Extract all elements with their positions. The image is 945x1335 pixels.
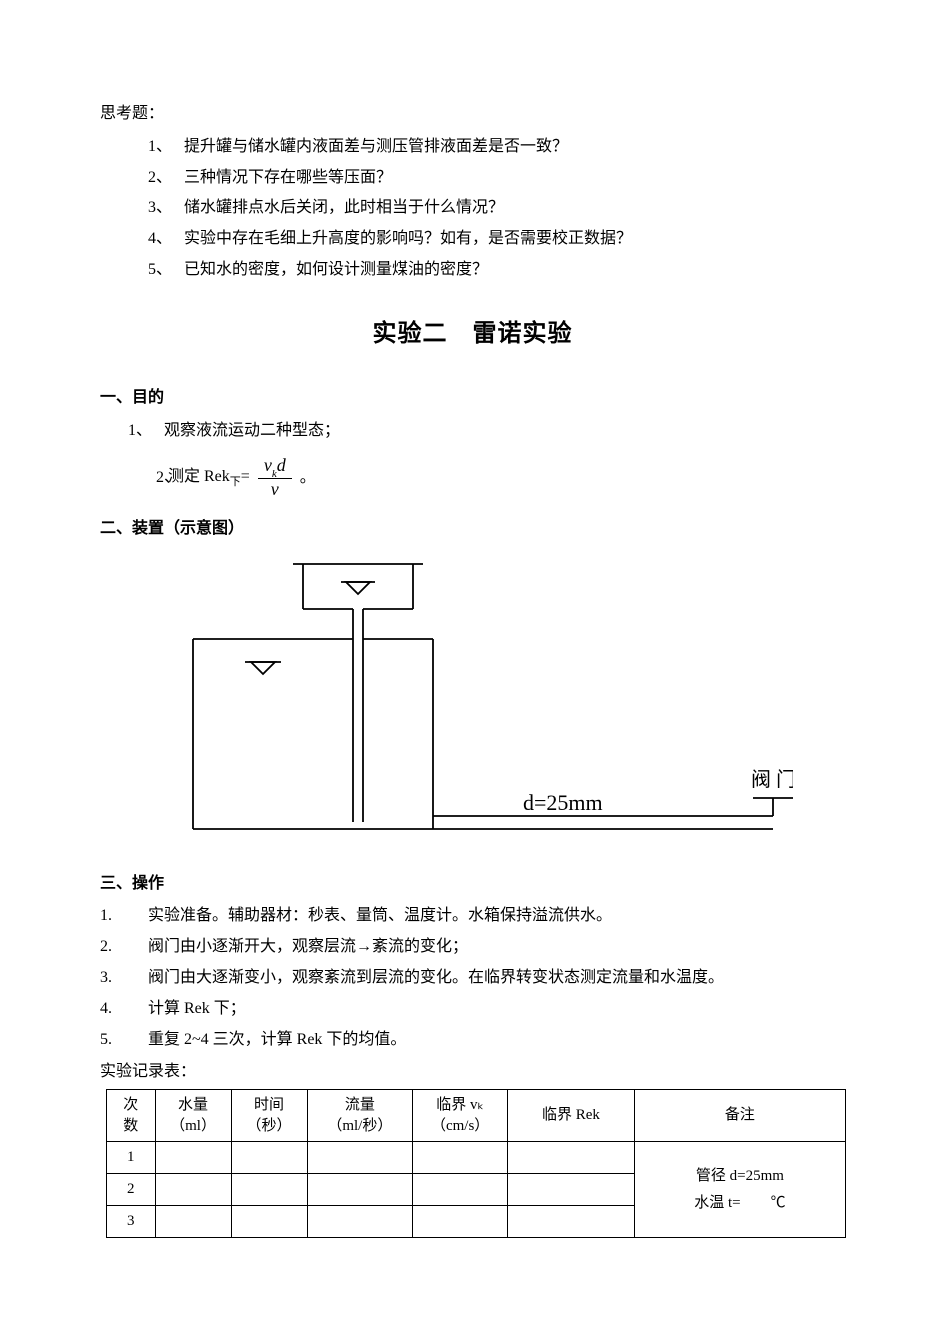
- item-text: 阀门由大逐渐变小，观察紊流到层流的变化。在临界转变状态测定流量和水温度。: [148, 964, 724, 993]
- table-title: 实验记录表：: [100, 1058, 845, 1087]
- cell-notes: 管径 d=25mm 水温 t= ℃: [634, 1142, 845, 1238]
- cell-time: [231, 1206, 307, 1238]
- cell-time: [231, 1174, 307, 1206]
- col-header-n: 次数: [107, 1090, 156, 1142]
- cell-rek: [508, 1174, 635, 1206]
- thinking-item: 4、实验中存在毛细上升高度的影响吗？如有，是否需要校正数据？: [148, 225, 845, 254]
- item-num: 1.: [100, 902, 148, 931]
- col-header-vk: 临界 vₖ（cm/s）: [413, 1090, 508, 1142]
- thinking-item: 5、已知水的密度，如何设计测量煤油的密度？: [148, 256, 845, 285]
- thinking-item: 1、提升罐与储水罐内液面差与测压管排液面差是否一致？: [148, 133, 845, 162]
- thinking-item: 3、储水罐排点水后关闭，此时相当于什么情况？: [148, 194, 845, 223]
- item-num: 4.: [100, 995, 148, 1024]
- ops-item: 3.阀门由大逐渐变小，观察紊流到层流的变化。在临界转变状态测定流量和水温度。: [100, 964, 845, 993]
- fraction-denominator: v: [265, 479, 285, 501]
- ops-list: 1.实验准备。辅助器材：秒表、量筒、温度计。水箱保持溢流供水。 2.阀门由小逐渐…: [100, 902, 845, 1054]
- formula-suffix: 。: [300, 464, 316, 493]
- ops-heading: 三、操作: [100, 870, 845, 899]
- ops-item: 4.计算 Rek 下；: [100, 995, 845, 1024]
- item-text: 三种情况下存在哪些等压面？: [184, 164, 392, 193]
- item-num: 5、: [148, 256, 184, 285]
- diagram-valve-label: 阀 门: [751, 768, 793, 791]
- cell-flow: [307, 1206, 413, 1238]
- thinking-list: 1、提升罐与储水罐内液面差与测压管排液面差是否一致？ 2、三种情况下存在哪些等压…: [100, 133, 845, 285]
- device-diagram: d=25mm 阀 门: [100, 554, 845, 854]
- cell-vol: [155, 1142, 231, 1174]
- item-num: 2、: [128, 464, 164, 493]
- col-header-vol: 水量（ml）: [155, 1090, 231, 1142]
- cell-n: 3: [107, 1206, 156, 1238]
- purpose-item: 1、 观察液流运动二种型态；: [128, 417, 845, 446]
- purpose-list: 1、 观察液流运动二种型态； 2、 测定 Rek下= vkd v 。: [100, 417, 845, 501]
- col-header-flow: 流量（ml/秒）: [307, 1090, 413, 1142]
- formula-prefix: 测定 Rek下=: [168, 463, 250, 493]
- item-text: 实验中存在毛细上升高度的影响吗？如有，是否需要校正数据？: [184, 225, 632, 254]
- item-text: 实验准备。辅助器材：秒表、量筒、温度计。水箱保持溢流供水。: [148, 902, 612, 931]
- item-text: 重复 2~4 三次，计算 Rek 下的均值。: [148, 1026, 406, 1055]
- item-num: 2.: [100, 933, 148, 962]
- cell-rek: [508, 1206, 635, 1238]
- cell-flow: [307, 1142, 413, 1174]
- cell-vk: [413, 1206, 508, 1238]
- ops-item: 2.阀门由小逐渐开大，观察层流→紊流的变化；: [100, 933, 845, 962]
- item-text: 阀门由小逐渐开大，观察层流→紊流的变化；: [148, 933, 468, 962]
- cell-time: [231, 1142, 307, 1174]
- item-text: 储水罐排点水后关闭，此时相当于什么情况？: [184, 194, 504, 223]
- table-header-row: 次数 水量（ml） 时间（秒） 流量（ml/秒） 临界 vₖ（cm/s） 临界 …: [107, 1090, 846, 1142]
- col-header-time: 时间（秒）: [231, 1090, 307, 1142]
- thinking-title: 思考题：: [100, 100, 845, 129]
- item-text: 已知水的密度，如何设计测量煤油的密度？: [184, 256, 488, 285]
- cell-n: 2: [107, 1174, 156, 1206]
- device-heading: 二、装置（示意图）: [100, 515, 845, 544]
- fraction-numerator: vkd: [258, 456, 292, 480]
- ops-item: 1.实验准备。辅助器材：秒表、量筒、温度计。水箱保持溢流供水。: [100, 902, 845, 931]
- cell-n: 1: [107, 1142, 156, 1174]
- cell-vol: [155, 1206, 231, 1238]
- table-row: 1 管径 d=25mm 水温 t= ℃: [107, 1142, 846, 1174]
- cell-vk: [413, 1142, 508, 1174]
- item-num: 4、: [148, 225, 184, 254]
- purpose-heading: 一、目的: [100, 384, 845, 413]
- experiment-title: 实验二 雷诺实验: [100, 313, 845, 356]
- thinking-item: 2、三种情况下存在哪些等压面？: [148, 164, 845, 193]
- purpose-item-formula: 2、 测定 Rek下= vkd v 。: [128, 456, 845, 501]
- cell-vol: [155, 1174, 231, 1206]
- item-num: 1、: [148, 133, 184, 162]
- cell-flow: [307, 1174, 413, 1206]
- item-num: 5.: [100, 1026, 148, 1055]
- fraction: vkd v: [258, 456, 292, 501]
- item-num: 3.: [100, 964, 148, 993]
- col-header-notes: 备注: [634, 1090, 845, 1142]
- cell-rek: [508, 1142, 635, 1174]
- item-text: 计算 Rek 下；: [148, 995, 246, 1024]
- diagram-d-label: d=25mm: [523, 790, 603, 815]
- item-text: 提升罐与储水罐内液面差与测压管排液面差是否一致？: [184, 133, 568, 162]
- ops-item: 5.重复 2~4 三次，计算 Rek 下的均值。: [100, 1026, 845, 1055]
- item-text: 观察液流运动二种型态；: [164, 417, 340, 446]
- item-num: 1、: [128, 417, 164, 446]
- item-num: 2、: [148, 164, 184, 193]
- item-num: 3、: [148, 194, 184, 223]
- cell-vk: [413, 1174, 508, 1206]
- col-header-rek: 临界 Rek: [508, 1090, 635, 1142]
- apparatus-svg: d=25mm 阀 门: [153, 554, 793, 854]
- record-table: 次数 水量（ml） 时间（秒） 流量（ml/秒） 临界 vₖ（cm/s） 临界 …: [106, 1089, 846, 1238]
